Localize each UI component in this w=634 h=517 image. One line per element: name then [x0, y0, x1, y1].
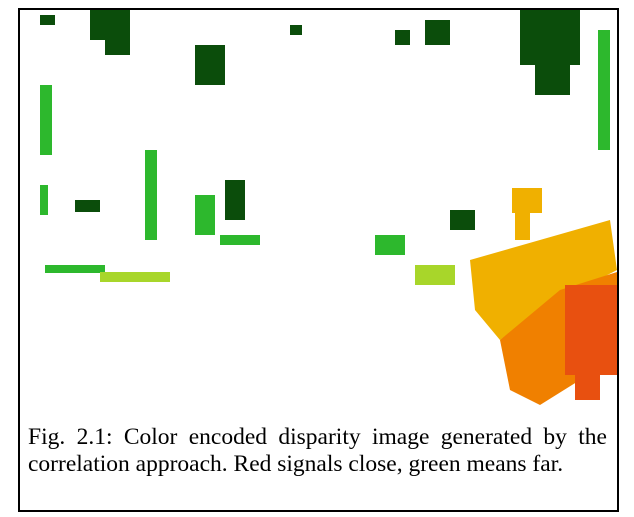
disparity-image	[20, 10, 617, 422]
figure: Fig. 2.1: Color encoded disparity image …	[18, 8, 619, 512]
page: {"figure": {"caption": "Fig. 2.1: Color …	[0, 0, 634, 517]
caption: Fig. 2.1: Color encoded disparity image …	[28, 424, 607, 478]
